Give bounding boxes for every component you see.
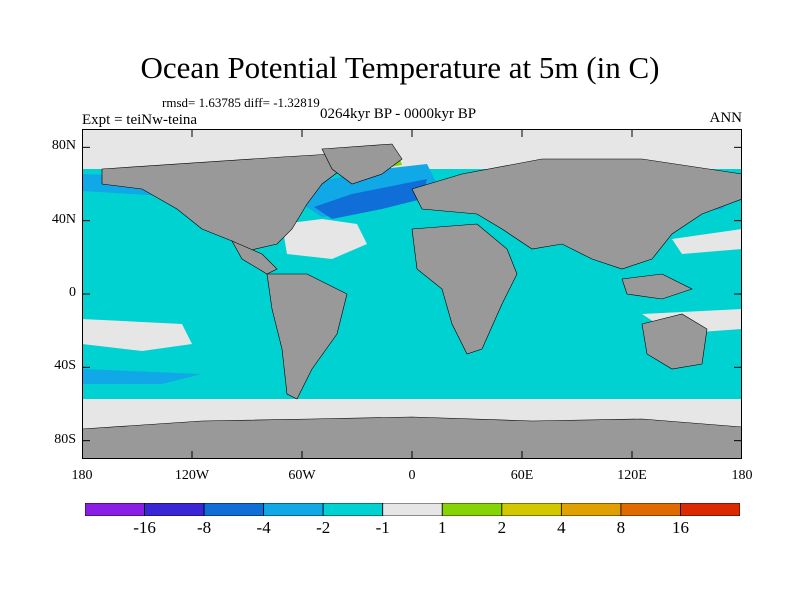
africa-land	[411, 223, 518, 355]
lat-label: 0	[69, 285, 76, 300]
stats-label: rmsd= 1.63785 diff= -1.32819	[162, 95, 320, 110]
lat-label: 40N	[51, 211, 76, 227]
lon-label: 180	[71, 468, 93, 483]
colorbar-tick-label: 2	[497, 518, 507, 537]
colorbar-segment	[144, 503, 205, 516]
subtropical-atlantic-anomaly	[282, 219, 367, 259]
colorbar-segment	[501, 503, 562, 516]
south-pacific-anomaly-west	[82, 319, 192, 351]
colorbar-segment	[560, 503, 622, 516]
lon-label: 120E	[617, 468, 647, 483]
plot-title: Ocean Potential Temperature at 5m (in C)	[140, 50, 660, 85]
lon-label: 180	[731, 468, 753, 483]
lon-label: 60E	[510, 468, 534, 483]
maritime-continent-land	[621, 273, 693, 300]
australia-land	[641, 313, 708, 370]
colorbar-segment	[203, 503, 265, 516]
map-ticks	[82, 129, 742, 459]
colorbar-tick-label: -8	[196, 518, 212, 537]
lat-label: 80S	[54, 431, 76, 447]
colorbar-tick-label: 8	[616, 518, 626, 537]
experiment-label: Expt = teiNw-teina	[82, 112, 198, 128]
colorbar-tick-label: 16	[671, 518, 689, 537]
colorbar-segment	[382, 503, 443, 516]
europe-asia-land	[411, 158, 742, 270]
kuroshio-anomaly	[672, 229, 742, 254]
temperature-map	[82, 129, 742, 459]
colorbar-segment	[680, 503, 740, 516]
colorbar-tick-label: 1	[438, 518, 447, 537]
season-label: ANN	[709, 110, 743, 126]
central-america-land	[231, 240, 278, 275]
lon-label: 60W	[288, 468, 316, 483]
colorbar	[85, 503, 740, 516]
labrador-anomaly	[314, 179, 427, 219]
colorbar-segment	[620, 503, 681, 516]
colorbar-segment	[322, 503, 384, 516]
colorbar-tick-label: -16	[133, 518, 156, 537]
greenland-land	[321, 143, 403, 185]
colorbar-segment	[441, 503, 503, 516]
period-label: 0264kyr BP - 0000kyr BP	[320, 106, 477, 122]
colorbar-segment	[263, 503, 324, 516]
lat-label: 80N	[51, 138, 76, 154]
lat-label: 40S	[54, 358, 76, 374]
colorbar-segment	[85, 503, 145, 516]
indian-ocean-anomaly	[82, 369, 202, 384]
antarctica-land	[82, 416, 742, 459]
lon-label: 120W	[174, 468, 210, 483]
colorbar-tick-label: -1	[375, 518, 390, 537]
colorbar-tick-label: 4	[557, 518, 566, 537]
south-america-land	[266, 273, 348, 400]
colorbar-tick-label: -4	[256, 518, 271, 537]
colorbar-tick-label: -2	[316, 518, 331, 537]
lon-label: 0	[408, 468, 416, 483]
